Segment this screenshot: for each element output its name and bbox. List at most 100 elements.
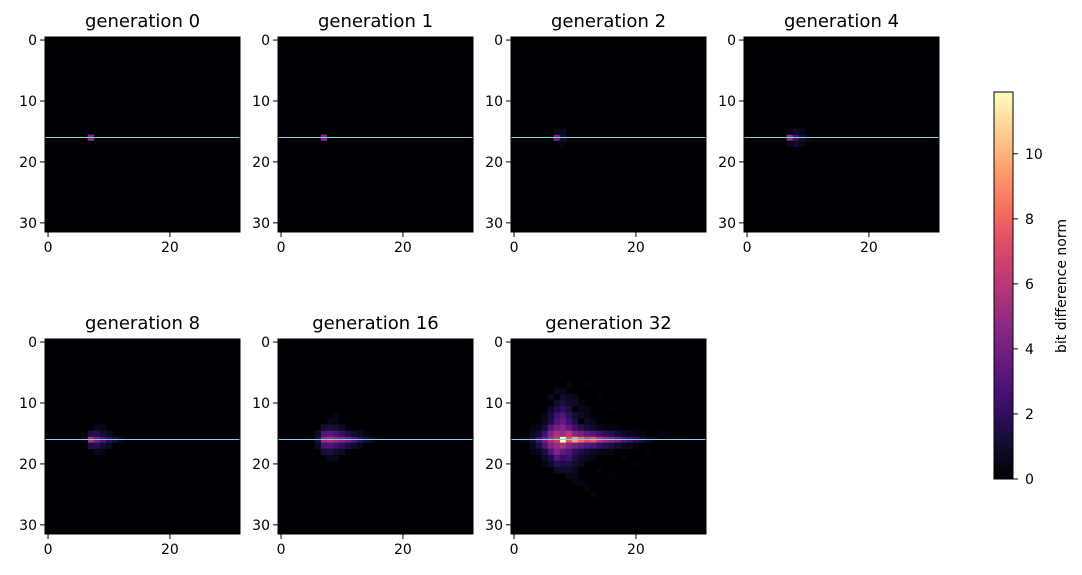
heatmap-cell bbox=[553, 128, 561, 135]
y-tick-label: 10 bbox=[718, 94, 736, 110]
heatmap-cell bbox=[565, 442, 573, 449]
y-tick-label: 10 bbox=[19, 94, 37, 110]
x-tick-label: 20 bbox=[627, 240, 645, 256]
heatmap-panel: generation 0 0 20 0 10 20 30 bbox=[19, 11, 241, 256]
heatmap-cell bbox=[578, 424, 585, 431]
heatmap-cell bbox=[541, 418, 548, 425]
heatmap-cell bbox=[584, 412, 591, 419]
heatmap-cell bbox=[614, 442, 621, 449]
heatmap-cell bbox=[99, 442, 107, 449]
heatmap-cell bbox=[559, 448, 567, 456]
heatmap-cell bbox=[93, 424, 101, 431]
heatmap-cell bbox=[657, 430, 664, 437]
heatmap-cell bbox=[553, 418, 561, 425]
x-tick-label: 0 bbox=[510, 542, 519, 558]
heatmap-cell bbox=[584, 448, 591, 456]
heatmap-cell bbox=[547, 454, 554, 462]
heatmap-cell bbox=[565, 454, 573, 462]
heatmap-cell bbox=[553, 412, 561, 419]
heatmap-cell bbox=[535, 442, 542, 449]
heatmap-cell bbox=[602, 424, 609, 431]
heatmap-cell bbox=[105, 442, 113, 449]
colorbar-tick-label: 6 bbox=[1025, 277, 1034, 293]
heatmap-cell bbox=[547, 406, 554, 413]
heatmap-cell bbox=[571, 448, 579, 456]
panel-frame bbox=[743, 36, 940, 233]
heatmap-cell bbox=[541, 412, 548, 419]
heatmap-cell bbox=[620, 430, 628, 437]
heatmap-cell bbox=[602, 448, 609, 456]
heatmap-cell bbox=[578, 479, 585, 486]
panel-background bbox=[45, 37, 240, 232]
heatmap-cell bbox=[547, 412, 554, 419]
heatmap-cell bbox=[553, 406, 561, 413]
y-tick-label: 20 bbox=[485, 155, 503, 171]
heatmap-cell bbox=[571, 399, 579, 407]
y-tick-label: 20 bbox=[252, 155, 270, 171]
heatmap-cell bbox=[314, 442, 321, 449]
panel-title: generation 0 bbox=[85, 11, 200, 32]
heatmap-cell bbox=[87, 442, 95, 449]
heatmap-cell bbox=[332, 454, 340, 462]
heatmap-cell bbox=[571, 424, 579, 431]
y-tick-label: 30 bbox=[718, 216, 736, 232]
heatmap-cell bbox=[571, 418, 579, 425]
heatmap-cell bbox=[541, 448, 548, 456]
y-tick-label: 30 bbox=[252, 518, 270, 534]
heatmap-cell bbox=[547, 424, 554, 431]
heatmap-panel: generation 1 0 20 0 10 20 30 bbox=[252, 11, 474, 256]
heatmap-cell bbox=[565, 460, 573, 468]
heatmap-cell bbox=[320, 442, 328, 449]
heatmap-cell bbox=[645, 448, 652, 456]
y-tick-label: 0 bbox=[261, 33, 270, 49]
heatmap-cell bbox=[620, 454, 628, 462]
y-tick-label: 30 bbox=[252, 216, 270, 232]
panel-title: generation 16 bbox=[312, 313, 439, 334]
heatmap-cell bbox=[529, 424, 536, 431]
panel-frame bbox=[44, 36, 241, 233]
heatmap-cell bbox=[565, 448, 573, 456]
panel-title: generation 8 bbox=[85, 313, 200, 334]
heatmap-cell bbox=[326, 448, 334, 456]
x-tick-label: 20 bbox=[161, 542, 179, 558]
heatmap-cell bbox=[553, 454, 561, 462]
heatmap-cell bbox=[559, 406, 567, 413]
heatmap-cell bbox=[571, 473, 579, 480]
heatmap-cell bbox=[798, 140, 806, 147]
heatmap-cell bbox=[626, 430, 634, 437]
heatmap-cell bbox=[614, 430, 621, 437]
panel-background bbox=[278, 37, 473, 232]
heatmap-cell bbox=[584, 454, 591, 462]
heatmap-cell bbox=[590, 424, 597, 431]
heatmap-cell bbox=[547, 448, 554, 456]
panel-background bbox=[511, 37, 706, 232]
heatmap-cell bbox=[596, 424, 603, 431]
x-tick-label: 0 bbox=[743, 240, 752, 256]
panel-frame bbox=[277, 36, 474, 233]
y-tick-label: 0 bbox=[28, 33, 37, 49]
heatmap-cell bbox=[565, 418, 573, 425]
heatmap-cell bbox=[529, 442, 536, 449]
heatmap-cell bbox=[578, 406, 585, 413]
heatmap-cell bbox=[565, 473, 573, 480]
heatmap-cell bbox=[338, 442, 346, 449]
heatmap-cell bbox=[571, 466, 579, 474]
heatmap-cell bbox=[553, 466, 561, 474]
heatmap-cell bbox=[535, 448, 542, 456]
panel-background bbox=[45, 339, 240, 534]
heatmap-cell bbox=[541, 424, 548, 431]
heatmap-cell bbox=[559, 393, 567, 401]
heatmap-cell bbox=[332, 442, 340, 449]
heatmap-panel: generation 8 0 20 0 10 20 30 bbox=[19, 313, 241, 558]
x-tick-label: 20 bbox=[161, 240, 179, 256]
colorbar-label: bit difference norm bbox=[1054, 219, 1070, 353]
heatmap-cell bbox=[541, 454, 548, 462]
heatmap-cell bbox=[314, 430, 321, 437]
heatmap-cell bbox=[590, 454, 597, 462]
heatmap-cell bbox=[584, 406, 591, 413]
heatmap-cell bbox=[786, 140, 794, 147]
heatmap-cell bbox=[596, 442, 603, 449]
heatmap-cell bbox=[541, 442, 548, 449]
heatmap-cell bbox=[584, 424, 591, 431]
heatmap-cell bbox=[326, 442, 334, 449]
